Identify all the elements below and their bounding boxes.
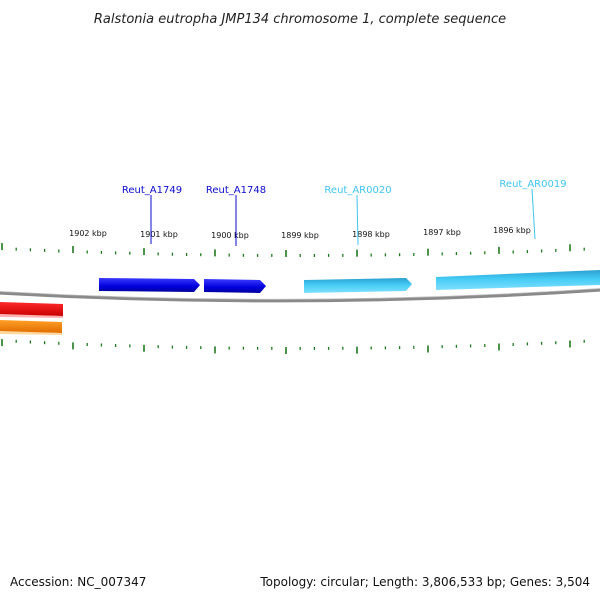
scale-labels: 1902 kbp 1901 kbp 1900 kbp 1899 kbp 1898… [69, 226, 531, 240]
scale-label-1897: 1897 kbp [423, 228, 461, 237]
scale-label-1902: 1902 kbp [69, 229, 107, 238]
reverse-feature-red[interactable] [0, 302, 63, 318]
scale-label-1898: 1898 kbp [352, 230, 390, 239]
scale-label-1900: 1900 kbp [211, 231, 249, 240]
gene-arrow-reut-a1748[interactable] [204, 279, 266, 293]
gene-arrow-reut-a1749[interactable] [99, 278, 200, 292]
inner-tick-row [1, 339, 585, 354]
outer-tick-row [1, 243, 585, 257]
reverse-feature-orange[interactable] [0, 320, 62, 335]
scale-label-1901: 1901 kbp [140, 230, 178, 239]
svg-text:Reut_A1749: Reut_A1749 [122, 185, 182, 196]
gene-label-reut-ar0019[interactable]: Reut_AR0019 [499, 179, 567, 240]
svg-text:Reut_AR0019: Reut_AR0019 [499, 179, 566, 190]
scale-label-1899: 1899 kbp [281, 231, 319, 240]
gene-arrow-reut-ar0020[interactable] [304, 278, 412, 293]
gene-label-reut-a1748[interactable]: Reut_A1748 [206, 185, 266, 246]
chromosome-backbone [0, 288, 600, 303]
gene-label-reut-ar0020[interactable]: Reut_AR0020 [324, 185, 392, 246]
gene-arrow-reut-ar0019[interactable] [436, 270, 600, 290]
accession-label: Accession: NC_007347 [10, 575, 146, 589]
scale-label-1896: 1896 kbp [493, 226, 531, 235]
svg-text:Reut_A1748: Reut_A1748 [206, 185, 266, 196]
gene-label-reut-a1749[interactable]: Reut_A1749 [122, 185, 182, 244]
map-title: Ralstonia eutropha JMP134 chromosome 1, … [94, 12, 506, 27]
genome-summary: Topology: circular; Length: 3,806,533 bp… [259, 575, 590, 589]
svg-text:Reut_AR0020: Reut_AR0020 [324, 185, 391, 196]
